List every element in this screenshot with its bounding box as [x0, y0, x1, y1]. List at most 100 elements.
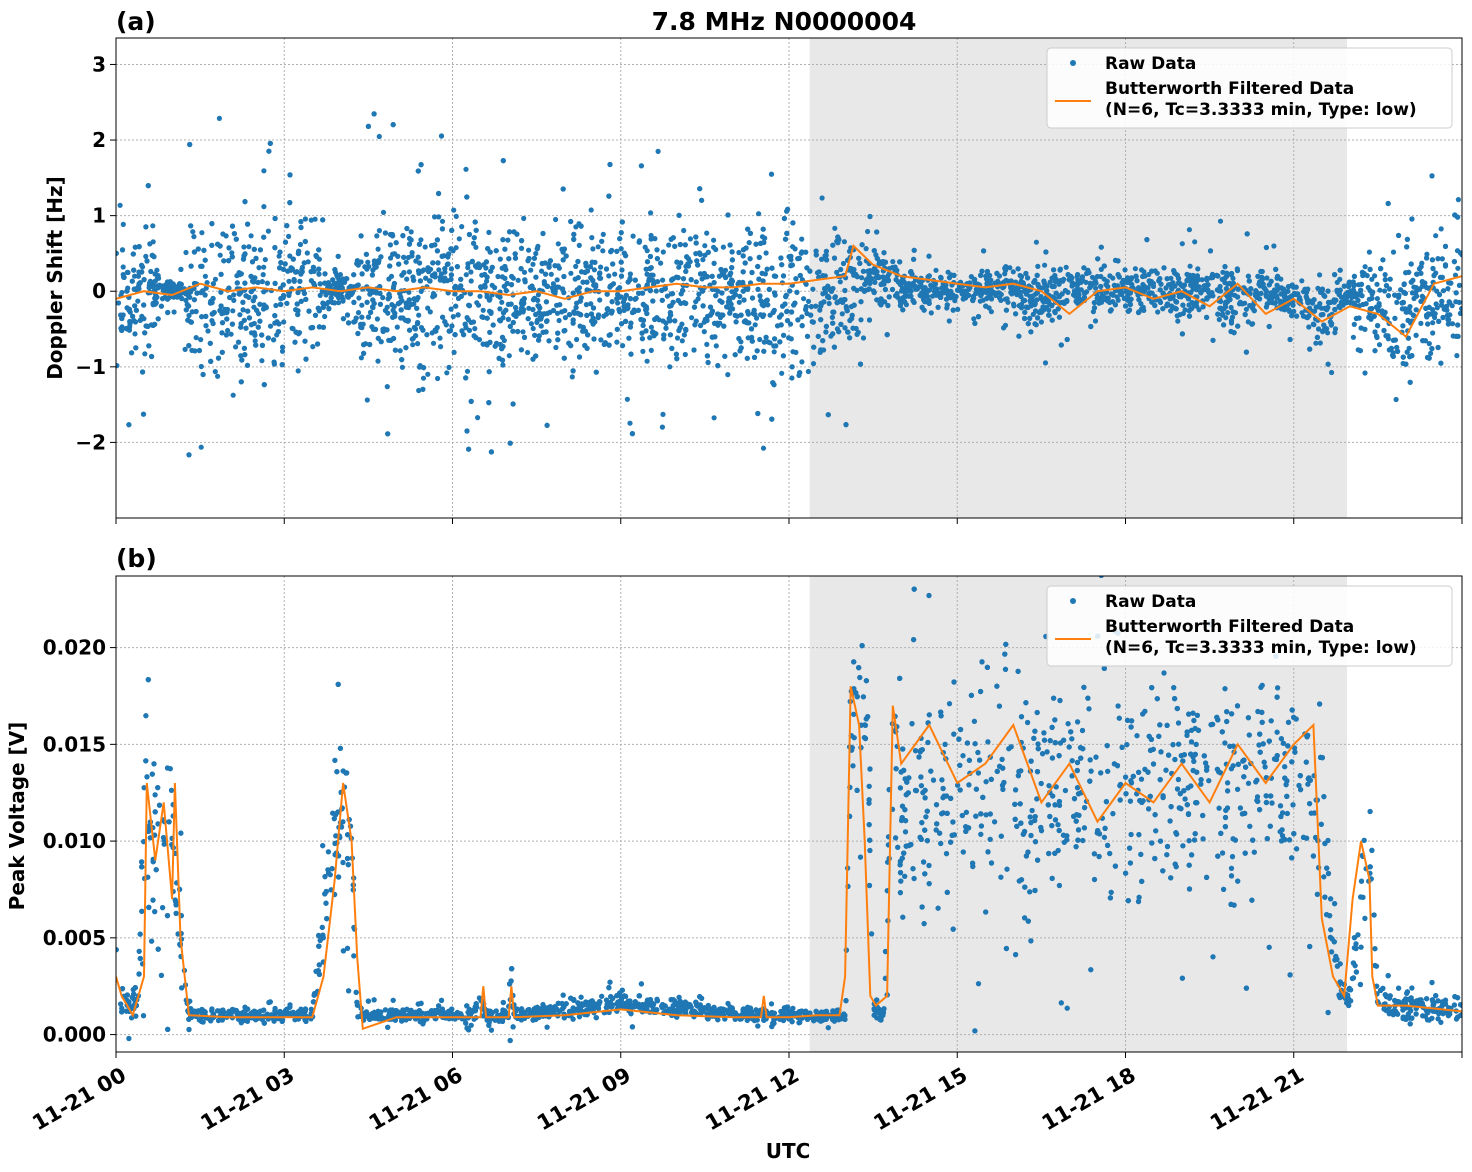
raw-data-point	[676, 212, 682, 218]
raw-data-point	[198, 444, 204, 450]
raw-data-point	[1218, 288, 1224, 294]
raw-data-point	[1073, 298, 1079, 304]
raw-data-point	[263, 304, 269, 310]
raw-data-point	[1452, 212, 1458, 218]
raw-data-point	[740, 269, 746, 275]
raw-data-point	[190, 229, 196, 235]
raw-data-point	[1196, 307, 1202, 313]
raw-data-point	[152, 271, 158, 277]
raw-data-point	[955, 306, 961, 312]
raw-data-point	[183, 297, 189, 303]
raw-data-point	[801, 296, 807, 302]
raw-data-point	[874, 255, 880, 262]
raw-data-point	[762, 235, 768, 241]
raw-data-point	[1095, 256, 1101, 262]
raw-data-point	[505, 316, 511, 322]
raw-data-point	[198, 337, 204, 343]
raw-data-point	[493, 248, 499, 254]
raw-data-point	[224, 316, 230, 322]
raw-data-point	[825, 294, 831, 300]
raw-data-point	[643, 328, 649, 334]
raw-data-point	[835, 240, 841, 246]
raw-data-point	[636, 238, 643, 244]
raw-data-point	[132, 331, 138, 337]
raw-data-point	[660, 249, 666, 255]
raw-data-point	[1154, 270, 1160, 276]
raw-data-point	[1207, 248, 1214, 254]
raw-data-point	[415, 254, 421, 260]
raw-data-point	[943, 296, 950, 302]
raw-data-point	[556, 317, 562, 324]
raw-data-point	[1191, 303, 1198, 309]
raw-data-point	[1428, 350, 1434, 356]
raw-data-point	[810, 361, 817, 367]
raw-data-point	[471, 240, 477, 246]
raw-data-point	[832, 295, 838, 301]
raw-data-point	[807, 268, 813, 274]
raw-data-point	[449, 323, 455, 329]
raw-data-point	[675, 297, 681, 304]
raw-data-point	[1204, 295, 1210, 301]
raw-data-point	[699, 197, 705, 203]
raw-data-point	[1242, 311, 1248, 318]
raw-data-point	[606, 273, 612, 279]
raw-data-point	[497, 306, 503, 312]
raw-data-point	[803, 304, 809, 310]
raw-data-point	[796, 255, 802, 261]
raw-data-point	[1267, 299, 1273, 305]
raw-data-point	[834, 300, 840, 306]
raw-data-point	[241, 317, 247, 323]
raw-data-point	[711, 415, 717, 421]
raw-data-point	[1149, 299, 1155, 305]
raw-data-point	[371, 258, 377, 264]
raw-data-point	[1273, 288, 1280, 294]
raw-data-point	[866, 286, 872, 292]
raw-data-point	[301, 290, 307, 296]
raw-data-point	[302, 216, 308, 222]
raw-data-point	[689, 315, 695, 321]
raw-data-point	[200, 371, 206, 378]
raw-data-point	[1372, 348, 1378, 354]
raw-data-point	[847, 317, 853, 324]
raw-data-point	[141, 302, 147, 308]
raw-data-point	[499, 274, 505, 280]
raw-data-point	[749, 338, 755, 344]
raw-data-point	[1017, 289, 1023, 295]
raw-data-point	[276, 321, 282, 327]
raw-data-point	[439, 253, 445, 259]
raw-data-point	[1392, 292, 1398, 298]
raw-data-point	[950, 307, 956, 313]
raw-data-point	[647, 253, 654, 260]
raw-data-point	[772, 336, 778, 342]
raw-data-point	[229, 321, 235, 327]
raw-data-point	[757, 336, 763, 343]
raw-data-point	[1333, 297, 1339, 303]
raw-data-point	[1318, 312, 1324, 318]
raw-data-point	[713, 246, 719, 253]
raw-data-point	[427, 309, 433, 315]
raw-data-point	[432, 242, 438, 248]
raw-data-point	[218, 303, 224, 309]
raw-data-point	[336, 300, 342, 306]
raw-data-point	[310, 344, 316, 350]
raw-data-point	[1429, 346, 1435, 352]
raw-data-point	[560, 257, 566, 263]
raw-data-point	[482, 282, 488, 288]
raw-data-point	[1146, 271, 1152, 278]
raw-data-point	[316, 247, 322, 253]
raw-data-point	[297, 278, 303, 284]
raw-data-point	[983, 303, 989, 309]
raw-data-point	[568, 270, 574, 276]
raw-data-point	[355, 330, 361, 337]
raw-data-point	[573, 224, 579, 230]
raw-data-point	[492, 343, 498, 349]
raw-data-point	[495, 273, 501, 280]
raw-data-point	[226, 258, 232, 264]
raw-data-point	[221, 258, 227, 264]
raw-data-point	[149, 353, 155, 360]
raw-data-point	[704, 230, 710, 236]
raw-data-point	[202, 292, 208, 298]
raw-data-point	[988, 309, 995, 315]
raw-data-point	[1061, 276, 1067, 282]
raw-data-point	[1413, 307, 1419, 313]
